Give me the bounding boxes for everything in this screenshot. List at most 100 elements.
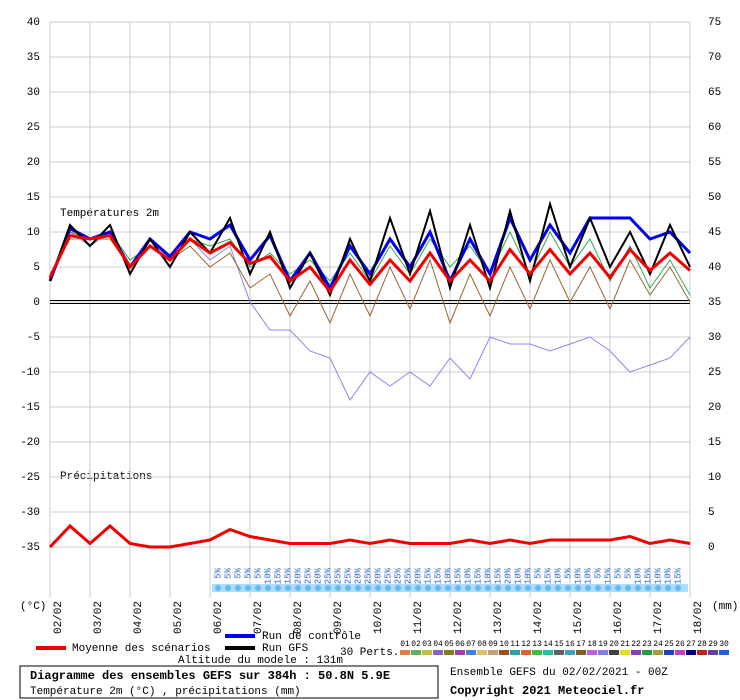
- probability-dot: [515, 585, 521, 591]
- perturbation-label: 27: [686, 640, 696, 649]
- probability-label: 10%: [573, 567, 583, 584]
- probability-dot: [255, 585, 261, 591]
- x-tick-label: 05/02: [173, 601, 185, 634]
- y-tick-label: -10: [20, 367, 40, 379]
- x-tick-label: 07/02: [253, 601, 265, 634]
- probability-label: 15%: [543, 567, 553, 584]
- probability-dot: [275, 585, 281, 591]
- probability-dot: [665, 585, 671, 591]
- probability-dot: [285, 585, 291, 591]
- probability-dot: [435, 585, 441, 591]
- y2-tick-label: 5: [708, 507, 715, 519]
- x-tick-label: 15/02: [573, 601, 585, 634]
- y-tick-label: 5: [33, 262, 40, 274]
- perturbation-label: 02: [411, 640, 421, 649]
- y2-tick-label: 50: [708, 192, 721, 204]
- probability-dot: [335, 585, 341, 591]
- perturbation-swatch: [664, 650, 674, 655]
- probability-dot: [265, 585, 271, 591]
- perturbation-swatch: [433, 650, 443, 655]
- y2-tick-label: 40: [708, 262, 721, 274]
- perturbation-swatch: [532, 650, 542, 655]
- probability-dot: [495, 585, 501, 591]
- x-tick-label: 18/02: [693, 601, 705, 634]
- y-tick-label: 40: [27, 17, 40, 29]
- perturbation-swatch: [543, 650, 553, 655]
- probability-dot: [305, 585, 311, 591]
- probability-label: 15%: [283, 567, 293, 584]
- y-tick-label: 15: [27, 192, 40, 204]
- legend-label: Run GFS: [262, 643, 309, 655]
- temperature-label: Températures 2m: [60, 208, 159, 220]
- y2-tick-label: 55: [708, 157, 721, 169]
- perturbation-swatch: [620, 650, 630, 655]
- probability-label: 5%: [233, 567, 243, 578]
- x-tick-label: 11/02: [413, 601, 425, 634]
- perturbations-label: 30 Perts.: [340, 647, 399, 659]
- probability-label: 15%: [273, 567, 283, 584]
- perturbation-label: 13: [532, 640, 542, 649]
- probability-dot: [605, 585, 611, 591]
- perturbation-swatch: [576, 650, 586, 655]
- perturbation-label: 09: [488, 640, 498, 649]
- probability-dot: [565, 585, 571, 591]
- legend-label: Run de contrôle: [262, 631, 361, 643]
- probability-dot: [485, 585, 491, 591]
- perturbation-label: 15: [554, 640, 564, 649]
- probability-dot: [555, 585, 561, 591]
- probability-dot: [375, 585, 381, 591]
- probability-dot: [385, 585, 391, 591]
- perturbation-swatch: [631, 650, 641, 655]
- perturbation-label: 12: [521, 640, 531, 649]
- y2-tick-label: 45: [708, 227, 721, 239]
- probability-dot: [645, 585, 651, 591]
- y2-tick-label: 70: [708, 52, 721, 64]
- probability-label: 5%: [613, 567, 623, 578]
- probability-label: 10%: [513, 567, 523, 584]
- probability-label: 10%: [663, 567, 673, 584]
- probability-label: 10%: [633, 567, 643, 584]
- probability-dot: [425, 585, 431, 591]
- probability-label: 20%: [373, 567, 383, 584]
- probability-label: 5%: [533, 567, 543, 578]
- probability-dot: [295, 585, 301, 591]
- y-tick-label: 35: [27, 52, 40, 64]
- probability-dot: [245, 585, 251, 591]
- perturbation-label: 22: [631, 640, 641, 649]
- x-tick-label: 10/02: [373, 601, 385, 634]
- probability-dot: [445, 585, 451, 591]
- perturbation-label: 07: [466, 640, 476, 649]
- probability-dot: [235, 585, 241, 591]
- x-tick-label: 17/02: [653, 601, 665, 634]
- probability-dot: [405, 585, 411, 591]
- perturbation-swatch: [411, 650, 421, 655]
- probability-dot: [225, 585, 231, 591]
- perturbation-swatch: [510, 650, 520, 655]
- x-tick-label: 16/02: [613, 601, 625, 634]
- perturbation-label: 28: [697, 640, 707, 649]
- perturbation-swatch: [444, 650, 454, 655]
- probability-label: 5%: [243, 567, 253, 578]
- probability-label: 20%: [313, 567, 323, 584]
- probability-dot: [315, 585, 321, 591]
- probability-dot: [325, 585, 331, 591]
- probability-dot: [675, 585, 681, 591]
- perturbation-swatch: [477, 650, 487, 655]
- probability-label: 25%: [333, 567, 343, 584]
- x-tick-label: 06/02: [213, 601, 225, 634]
- perturbation-label: 10: [499, 640, 509, 649]
- perturbation-label: 21: [620, 640, 630, 649]
- perturbation-swatch: [488, 650, 498, 655]
- perturbation-swatch: [653, 650, 663, 655]
- probability-label: 10%: [653, 567, 663, 584]
- perturbation-label: 17: [576, 640, 586, 649]
- precipitation-line: [48, 523, 691, 549]
- y-tick-label: 25: [27, 122, 40, 134]
- perturbation-swatch: [598, 650, 608, 655]
- perturbation-label: 26: [675, 640, 685, 649]
- perturbation-label: 20: [609, 640, 619, 649]
- probability-label: 15%: [493, 567, 503, 584]
- perturbation-label: 05: [444, 640, 454, 649]
- perturbation-swatch: [708, 650, 718, 655]
